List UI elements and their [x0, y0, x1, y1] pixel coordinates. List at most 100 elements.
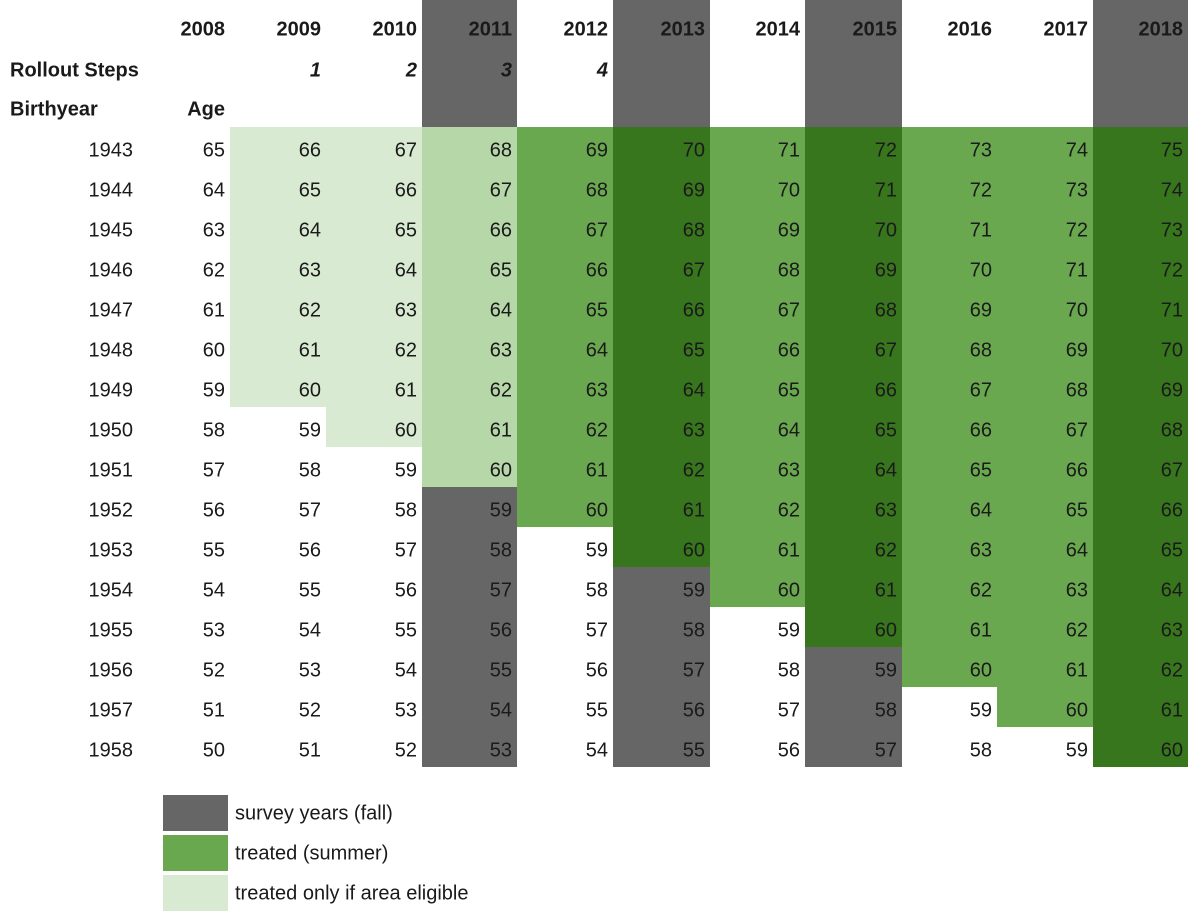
cell-fill: [422, 127, 517, 167]
age-cell: 68: [490, 139, 512, 161]
cell-fill: [326, 287, 422, 327]
age-cell: 67: [778, 299, 800, 321]
age-cell: 57: [299, 499, 321, 521]
cell-fill: [805, 327, 902, 367]
cell-fill: [710, 447, 805, 487]
cell-fill: [805, 687, 902, 727]
cell-fill: [613, 607, 710, 647]
cell-fill: [710, 127, 805, 167]
cell-fill: [422, 487, 517, 527]
age-cell: 70: [875, 219, 897, 241]
age-cell: 67: [395, 139, 417, 161]
age-cell: 55: [490, 659, 512, 681]
cell-fill: [805, 447, 902, 487]
age-cell: 63: [778, 459, 800, 481]
age-cell: 54: [395, 659, 417, 681]
cell-fill: [1093, 487, 1188, 527]
age-cell: 57: [395, 539, 417, 561]
year-header: 2013: [661, 18, 706, 40]
age-cell: 65: [586, 299, 608, 321]
age-cell: 69: [970, 299, 992, 321]
age-cell: 66: [490, 219, 512, 241]
age-cell: 60: [490, 459, 512, 481]
age-cell: 58: [299, 459, 321, 481]
cell-fill: [710, 207, 805, 247]
cell-fill: [613, 687, 710, 727]
cell-fill: [230, 287, 326, 327]
cell-fill: [230, 327, 326, 367]
age-cell: 65: [395, 219, 417, 241]
cell-fill: [805, 127, 902, 167]
cell-fill: [1093, 367, 1188, 407]
age-cell: 61: [1066, 659, 1088, 681]
age-cell: 72: [1066, 219, 1088, 241]
cell-fill: [710, 167, 805, 207]
age-cell: 59: [1066, 739, 1088, 761]
age-cell: 62: [875, 539, 897, 561]
age-cell: 63: [395, 299, 417, 321]
age-cell: 58: [683, 619, 705, 641]
cell-fill: [902, 447, 997, 487]
age-cell: 57: [586, 619, 608, 641]
age-cell: 72: [875, 139, 897, 161]
birth-year: 1958: [89, 739, 134, 761]
age-cell: 71: [875, 179, 897, 201]
cell-fill: [326, 247, 422, 287]
age-cell: 61: [395, 379, 417, 401]
rollout-step: 4: [596, 59, 608, 81]
age-cell: 69: [1161, 379, 1183, 401]
age-cell: 59: [490, 499, 512, 521]
age-cell: 52: [203, 659, 225, 681]
birth-year: 1957: [89, 699, 134, 721]
cell-fill: [613, 287, 710, 327]
age-cell: 73: [970, 139, 992, 161]
cell-fill: [613, 647, 710, 687]
age-cell: 55: [203, 539, 225, 561]
cell-fill: [805, 647, 902, 687]
cell-fill: [902, 167, 997, 207]
cell-fill: [997, 207, 1093, 247]
cell-fill: [422, 367, 517, 407]
cell-fill: [805, 247, 902, 287]
cell-fill: [230, 367, 326, 407]
cell-fill: [710, 567, 805, 607]
age-cell: 57: [875, 739, 897, 761]
age-cell: 67: [1161, 459, 1183, 481]
cell-fill: [326, 367, 422, 407]
age-cell: 51: [203, 699, 225, 721]
age-cell: 59: [778, 619, 800, 641]
birth-year: 1951: [89, 459, 134, 481]
cell-fill: [1093, 607, 1188, 647]
year-header: 2010: [373, 18, 418, 40]
cell-fill: [1093, 167, 1188, 207]
birth-year: 1948: [89, 339, 134, 361]
cell-fill: [1093, 247, 1188, 287]
age-cell: 67: [490, 179, 512, 201]
cell-fill: [613, 527, 710, 567]
cell-fill: [997, 567, 1093, 607]
birth-year: 1955: [89, 619, 134, 641]
cell-fill: [902, 367, 997, 407]
cell-fill: [517, 167, 613, 207]
legend-swatch: [163, 875, 228, 911]
cell-fill: [902, 647, 997, 687]
cell-fill: [1093, 327, 1188, 367]
cell-fill: [997, 487, 1093, 527]
age-cell: 65: [490, 259, 512, 281]
birth-year: 1944: [89, 179, 134, 201]
age-cell: 69: [778, 219, 800, 241]
legend-label: treated (summer): [235, 842, 388, 864]
age-cell: 61: [1161, 699, 1183, 721]
age-cell: 70: [683, 139, 705, 161]
cell-fill: [997, 647, 1093, 687]
age-cell: 63: [586, 379, 608, 401]
rollout-step: 2: [405, 59, 417, 81]
age-cell: 66: [1066, 459, 1088, 481]
age-cell: 60: [875, 619, 897, 641]
age-cell: 59: [970, 699, 992, 721]
cell-fill: [902, 247, 997, 287]
cell-fill: [997, 247, 1093, 287]
age-cell: 70: [778, 179, 800, 201]
age-cell: 69: [683, 179, 705, 201]
cell-fill: [517, 247, 613, 287]
